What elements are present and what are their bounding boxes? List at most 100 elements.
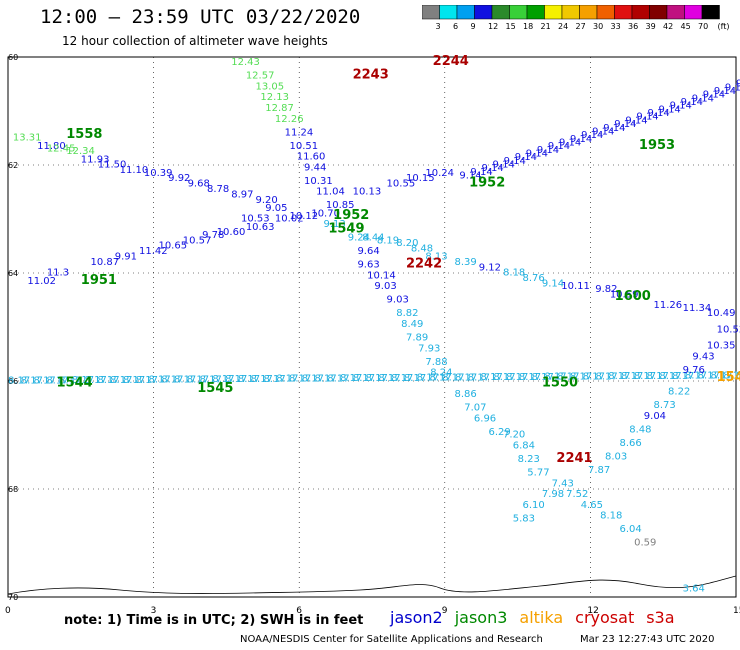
satellite-legend-item: cryosat — [575, 608, 635, 627]
dense-track-value: 8.17 — [621, 371, 643, 382]
wave-height-value: 8.13 — [425, 252, 447, 263]
wave-height-value: 10.52 — [717, 324, 740, 335]
wave-height-value: 8.44 — [362, 233, 384, 244]
dense-track-value: 8.17 — [723, 370, 740, 381]
dense-track-value: 9.14 — [504, 156, 526, 167]
dense-track-value: 8.17 — [340, 373, 362, 384]
colorbar-tick-label: 36 — [628, 22, 639, 31]
pass-time-label: 1952 — [469, 176, 505, 191]
credit-text: NOAA/NESDIS Center for Satellite Applica… — [240, 634, 543, 645]
wave-height-value: 9.76 — [683, 365, 705, 376]
dense-track-value: 8.17 — [85, 375, 107, 386]
dense-track-value: 8.17 — [519, 372, 541, 383]
wave-height-value: 6.84 — [513, 441, 535, 452]
wave-height-value: 8.23 — [518, 454, 540, 465]
footer-note: note: 1) Time is in UTC; 2) SWH is in fe… — [64, 613, 364, 628]
wave-height-value: 12.34 — [66, 146, 95, 157]
dense-track-value: 8.17 — [238, 374, 260, 385]
dense-track-value: 8.17 — [557, 372, 579, 383]
wave-height-value: 7.93 — [418, 343, 440, 354]
dense-track-value: 8.17 — [698, 371, 720, 382]
colorbar-tick-label: 3 — [435, 22, 441, 31]
satellite-legend-item: jason3 — [454, 608, 508, 627]
wave-height-value: 10.39 — [144, 168, 173, 179]
colorbar-tick-label: 42 — [663, 22, 674, 31]
colorbar — [422, 5, 720, 20]
wave-height-value: 7.88 — [425, 357, 447, 368]
wave-height-value: 8.18 — [503, 268, 525, 279]
dense-track-value: 9.14 — [714, 86, 736, 97]
wave-height-value: 9.13 — [323, 219, 345, 230]
pass-time-label: 1952 — [333, 208, 369, 223]
wave-height-value: 9.44 — [304, 162, 326, 173]
page-title: 12:00 – 23:59 UTC 03/22/2020 — [40, 6, 361, 28]
dense-track-value: 8.17 — [59, 375, 81, 386]
wave-height-value: 10.13 — [353, 187, 382, 198]
longitude-label: 6 — [296, 606, 302, 616]
wave-height-value: 10.85 — [326, 200, 355, 211]
longitude-label: 3 — [151, 606, 157, 616]
dense-track-value: 9.14 — [470, 167, 492, 178]
latitude-label: 68 — [8, 485, 18, 494]
wave-height-value: 8.18 — [600, 511, 622, 522]
dense-track-value: 8.17 — [532, 372, 554, 383]
dense-track-value: 8.17 — [685, 371, 707, 382]
dense-track-value: 8.17 — [302, 374, 324, 385]
dense-track-value: 9.14 — [603, 123, 625, 134]
wave-height-value: 7.20 — [503, 430, 525, 441]
pass-time-label: 2244 — [433, 54, 469, 69]
dense-track-value: 8.17 — [315, 373, 337, 384]
wave-height-value: 5.83 — [513, 513, 535, 524]
wave-height-value: 10.15 — [406, 173, 435, 184]
wave-height-value: 10.31 — [304, 176, 333, 187]
wave-height-value: 10.35 — [707, 341, 736, 352]
colorbar-tick-label: 12 — [488, 22, 499, 31]
dense-track-value: 9.14 — [537, 145, 559, 156]
dense-track-value: 8.17 — [21, 376, 43, 387]
longitude-label: 15 — [733, 606, 740, 616]
dense-track-value: 9.14 — [581, 130, 603, 141]
dense-track-value: 8.17 — [634, 371, 656, 382]
dense-track-value: 8.17 — [187, 374, 209, 385]
dense-track-value: 9.14 — [493, 159, 515, 170]
dense-track-value: 9.14 — [703, 90, 725, 101]
wave-height-value: 10.59 — [610, 289, 639, 300]
wave-height-value: 9.82 — [595, 284, 617, 295]
colorbar-tick-label: 6 — [453, 22, 459, 31]
colorbar-swatch — [701, 5, 720, 20]
wave-height-value: 6.29 — [488, 427, 510, 438]
dense-track-value: 9.14 — [526, 148, 548, 159]
dense-track-value: 8.17 — [110, 375, 132, 386]
dense-track-value: 8.17 — [161, 375, 183, 386]
dense-track-value: 9.14 — [736, 79, 740, 90]
dense-track-value: 8.17 — [442, 372, 464, 383]
dense-track-value: 9.14 — [625, 115, 647, 126]
dense-track-value: 8.17 — [391, 373, 413, 384]
dense-track-value: 8.17 — [378, 373, 400, 384]
wave-height-value: 11.42 — [139, 246, 168, 257]
wave-height-value: 10.55 — [387, 179, 416, 190]
wave-height-value: 8.49 — [401, 319, 423, 330]
pass-time-label: 2241 — [556, 451, 592, 466]
wave-height-value: 10.24 — [425, 168, 454, 179]
pass-time-label: 1600 — [615, 289, 651, 304]
coastline — [7, 575, 737, 595]
wave-height-value: 9.12 — [479, 262, 501, 273]
pass-time-label: 1558 — [66, 127, 102, 142]
dense-track-value: 8.17 — [493, 372, 515, 383]
dense-track-value: 9.14 — [459, 171, 481, 182]
wave-height-value: 12.45 — [47, 144, 76, 155]
pass-time-label: 2243 — [353, 68, 389, 83]
colorbar-tick-label: 24 — [558, 22, 569, 31]
dense-track-value: 8.17 — [200, 374, 222, 385]
dense-track-value: 8.17 — [353, 373, 375, 384]
dense-track-value: 9.14 — [692, 93, 714, 104]
wave-height-value: 9.43 — [692, 351, 714, 362]
dense-track-value: 8.17 — [468, 372, 490, 383]
wave-height-value: 8.03 — [605, 451, 627, 462]
wave-height-value: 7.98 — [542, 489, 564, 500]
wave-height-value: 8.86 — [455, 389, 477, 400]
wave-height-value: 12.57 — [246, 71, 275, 82]
dense-track-value: 8.17 — [174, 374, 196, 385]
dense-track-value: 8.17 — [263, 374, 285, 385]
